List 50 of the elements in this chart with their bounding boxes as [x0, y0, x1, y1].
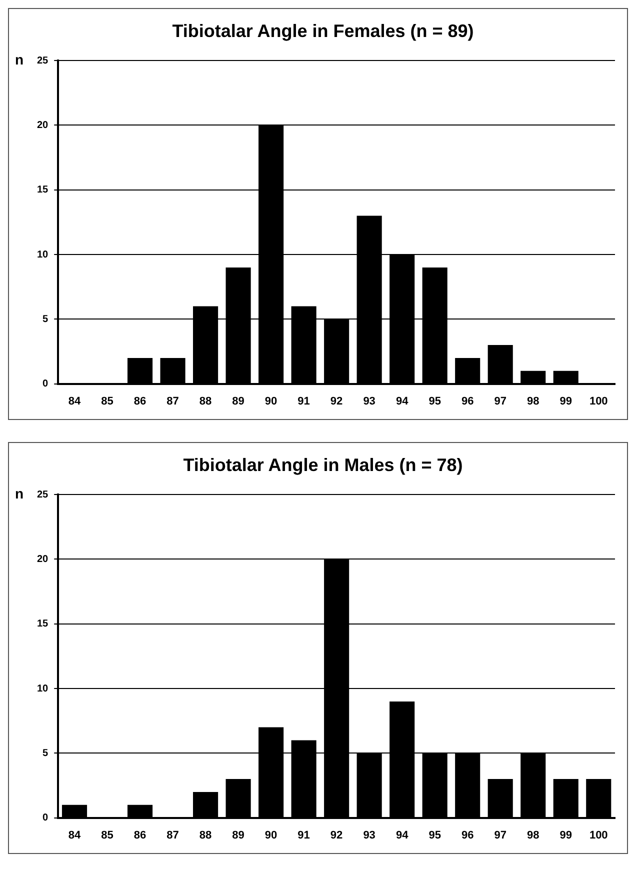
y-tick-label: 0	[42, 378, 49, 390]
x-tick-label: 94	[396, 829, 410, 842]
x-tick-label: 89	[232, 829, 244, 842]
x-tick-label: 94	[396, 395, 410, 408]
y-tick-label: 20	[37, 120, 49, 131]
y-axis-title: n	[15, 51, 24, 68]
y-tick-label: 0	[42, 812, 49, 824]
x-tick-label: 90	[264, 829, 278, 842]
x-tick-label: 100	[589, 395, 608, 408]
x-tick-label: 96	[461, 829, 474, 842]
x-tick-label: 84	[68, 395, 82, 408]
x-tick-label: 91	[298, 829, 310, 842]
x-tick-label: 97	[494, 829, 506, 842]
x-tick-label: 96	[461, 395, 474, 408]
x-tick-label: 87	[166, 829, 179, 842]
x-tick-label: 93	[363, 395, 376, 408]
chart-title: Tibiotalar Angle in Females (n = 89)	[172, 20, 474, 41]
y-tick-label: 5	[42, 314, 49, 325]
x-tick-label: 98	[526, 395, 540, 408]
x-tick-label: 92	[330, 395, 343, 408]
y-tick-label: 20	[37, 554, 49, 565]
x-tick-label: 86	[134, 395, 146, 408]
x-tick-label: 97	[494, 395, 506, 408]
x-tick-label: 91	[298, 395, 310, 408]
x-tick-label: 85	[101, 395, 114, 408]
x-tick-label: 88	[199, 829, 212, 842]
chart-title: Tibiotalar Angle in Males (n = 78)	[183, 454, 463, 475]
x-tick-label: 99	[560, 829, 572, 842]
x-tick-label: 92	[330, 829, 343, 842]
x-tick-label: 90	[264, 395, 278, 408]
x-tick-label: 95	[428, 395, 441, 408]
y-tick-label: 10	[37, 683, 49, 694]
y-tick-label: 25	[37, 55, 49, 66]
x-tick-label: 84	[68, 829, 82, 842]
x-tick-label: 99	[560, 395, 572, 408]
x-tick-label: 95	[428, 829, 441, 842]
x-tick-label: 100	[589, 829, 608, 842]
y-tick-label: 25	[37, 489, 49, 500]
y-tick-label: 5	[42, 748, 49, 759]
y-axis-title: n	[15, 485, 24, 502]
y-tick-label: 15	[37, 184, 49, 196]
y-tick-label: 15	[37, 618, 49, 630]
x-tick-label: 89	[232, 395, 244, 408]
x-tick-label: 93	[363, 829, 376, 842]
x-tick-label: 86	[134, 829, 146, 842]
x-tick-label: 87	[166, 395, 179, 408]
x-tick-label: 88	[199, 395, 212, 408]
x-tick-label: 98	[526, 829, 540, 842]
x-tick-label: 85	[101, 829, 114, 842]
y-tick-label: 10	[37, 249, 49, 260]
